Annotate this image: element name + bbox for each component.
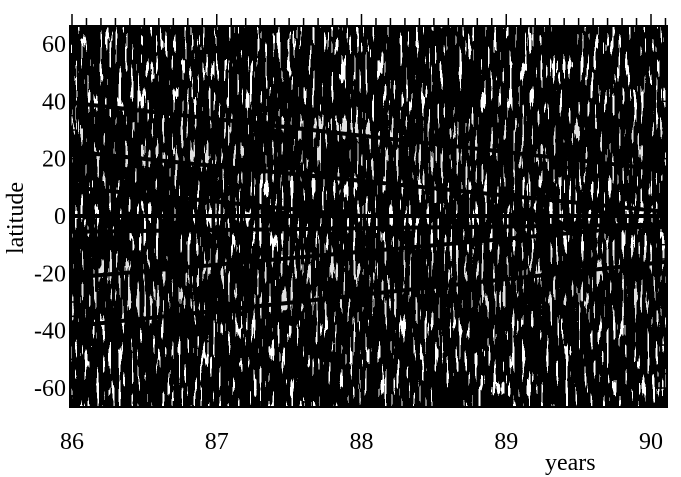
y-axis-ticks: [70, 28, 667, 404]
band-north: [70, 120, 667, 180]
y-axis-label: latitude: [3, 182, 29, 254]
y-axis-tick-labels: 60 40 20 0 -20 -40 -60: [34, 32, 66, 402]
x-tick-label: 88: [350, 429, 374, 455]
y-tick-label: -20: [34, 261, 66, 287]
x-tick-label: 86: [60, 429, 84, 455]
series-line-1: [70, 100, 667, 173]
series-line-3: [70, 185, 364, 218]
y-tick-label: 60: [42, 32, 66, 58]
y-tick-label: 40: [42, 89, 66, 115]
band-south: [70, 250, 667, 320]
x-tick-label: 90: [639, 429, 663, 455]
x-tick-label: 87: [205, 429, 229, 455]
y-tick-label: 20: [42, 147, 66, 173]
x-axis-label: years: [545, 450, 596, 476]
series-line-5: [70, 222, 667, 234]
y-tick-label: -60: [34, 376, 66, 402]
x-tick-label: 89: [494, 429, 518, 455]
y-tick-label: 0: [54, 204, 66, 230]
series-lines: [70, 100, 667, 329]
y-tick-label: -40: [34, 319, 66, 345]
x-axis-tick-labels: 86 87 88 89 90: [60, 429, 663, 455]
series-line-6: [70, 222, 667, 280]
series-line-2: [70, 149, 667, 214]
series-line-7: [70, 259, 667, 329]
